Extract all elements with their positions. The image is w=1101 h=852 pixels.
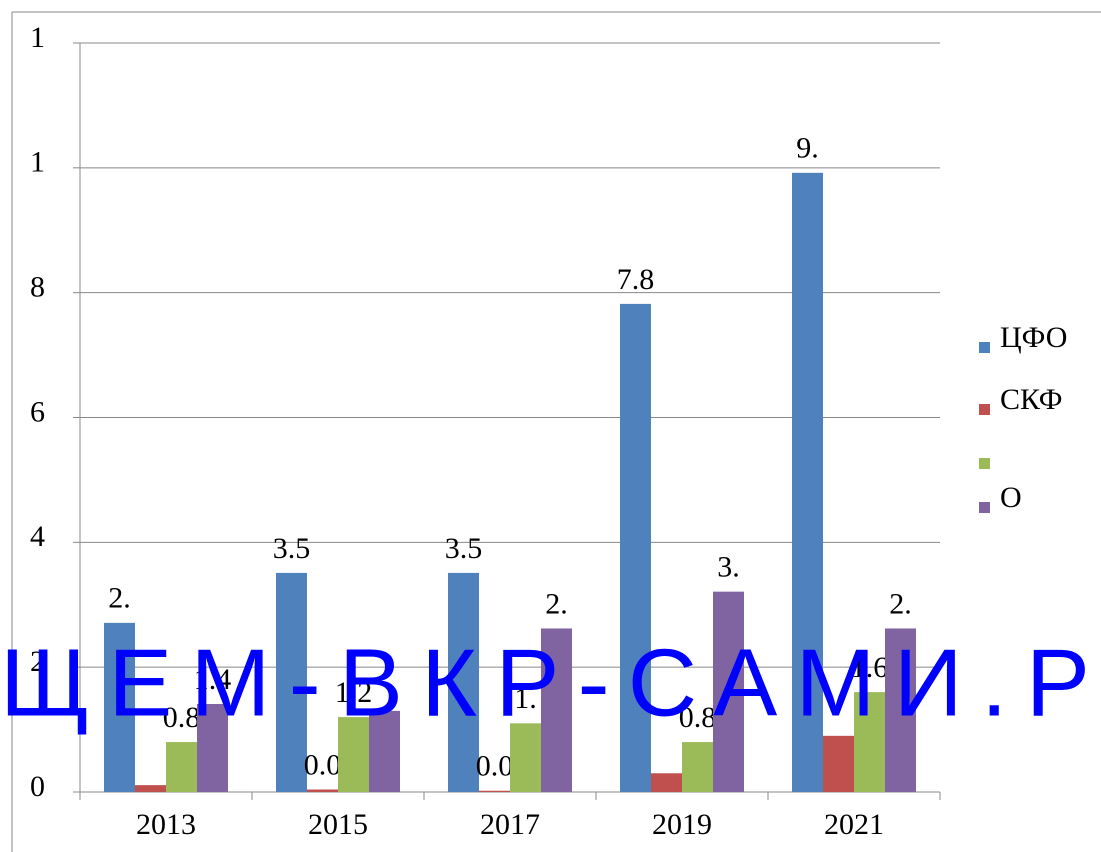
bar	[792, 172, 823, 792]
bar	[448, 572, 479, 792]
bar	[713, 591, 744, 792]
data-label: 3.5	[445, 532, 483, 565]
y-tick-label: 6	[30, 395, 45, 428]
legend-swatch	[979, 404, 990, 415]
y-tick-label: 0	[30, 770, 45, 803]
y-tick-label: 1	[30, 146, 45, 179]
bar	[104, 622, 135, 792]
data-label: 3.5	[273, 532, 311, 565]
x-tick-label: 2015	[308, 808, 368, 841]
bar	[276, 572, 307, 792]
data-label: 3.	[717, 551, 740, 584]
data-label: 1.2	[335, 676, 373, 709]
data-label: 0.0	[304, 748, 342, 781]
bar	[369, 710, 400, 792]
legend-swatch	[979, 342, 990, 353]
watermark: ЩЕМ-ВКР-САМИ.РФ	[0, 629, 1101, 736]
data-label: 0.8	[163, 701, 201, 734]
data-label: 2.	[889, 587, 912, 620]
data-label: 1.6	[851, 651, 889, 684]
legend-swatch	[979, 458, 990, 469]
x-tick-label: 2013	[136, 808, 196, 841]
y-tick-label: 1	[30, 21, 45, 54]
x-tick-label: 2019	[652, 808, 712, 841]
bar	[823, 735, 854, 792]
bar	[338, 717, 369, 792]
data-label: 0.0	[476, 750, 514, 783]
data-label: 7.8	[617, 263, 655, 296]
data-label: 2.	[108, 582, 131, 615]
bar	[135, 785, 166, 792]
y-tick-label: 8	[30, 271, 45, 304]
bar	[166, 742, 197, 792]
legend-label: СКФ	[1000, 383, 1062, 416]
bar	[620, 303, 651, 792]
bar	[682, 742, 713, 792]
y-tick-label: 4	[30, 520, 45, 553]
data-label: 1.	[514, 682, 537, 715]
bar	[885, 628, 916, 792]
x-tick-label: 2021	[824, 808, 884, 841]
legend-label: О	[1000, 481, 1022, 514]
bar	[479, 790, 510, 792]
data-label: 0.8	[679, 701, 717, 734]
bar	[510, 723, 541, 792]
y-tick-label: 2	[30, 645, 45, 678]
legend-label: ЦФО	[1000, 321, 1067, 354]
bar	[541, 628, 572, 792]
bar	[651, 773, 682, 792]
x-tick-label: 2017	[480, 808, 540, 841]
bar	[854, 692, 885, 792]
data-label: 9.	[796, 132, 819, 165]
bar	[307, 789, 338, 792]
data-label: 1.4	[194, 663, 232, 696]
bar	[197, 703, 228, 792]
data-label: 2.	[545, 587, 568, 620]
legend-swatch	[979, 502, 990, 513]
